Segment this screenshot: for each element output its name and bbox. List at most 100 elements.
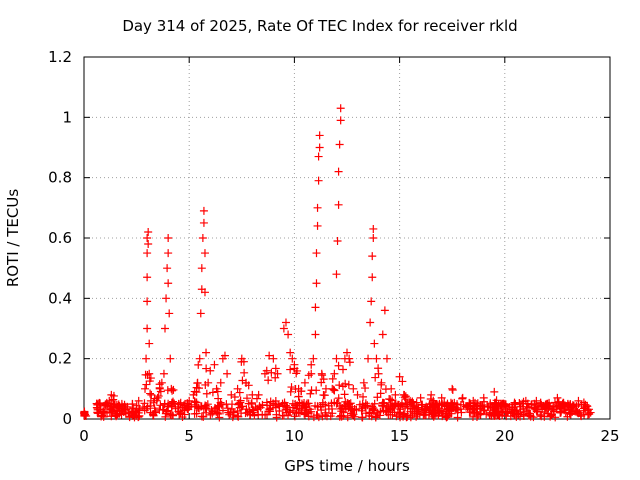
noise-point [376, 389, 385, 398]
noise-point [329, 385, 338, 394]
noise-point [552, 402, 561, 411]
noise-point [343, 413, 352, 422]
noise-point [561, 408, 570, 417]
noise-point [453, 405, 462, 414]
data-point [312, 279, 321, 288]
data-point [288, 354, 297, 363]
noise-point [142, 404, 151, 413]
data-point [144, 240, 153, 249]
noise-point [143, 371, 152, 380]
data-point [479, 393, 488, 402]
data-point [584, 408, 593, 417]
data-point [82, 411, 91, 420]
data-point [165, 309, 174, 318]
data-point [382, 354, 391, 363]
data-point [195, 354, 204, 363]
data-point [109, 399, 118, 408]
noise-point [335, 412, 344, 421]
noise-point [196, 402, 205, 411]
data-point [117, 399, 126, 408]
data-point [311, 303, 320, 312]
data-point [141, 384, 150, 393]
noise-point [190, 387, 199, 396]
noise-point [476, 401, 485, 410]
noise-point [445, 404, 454, 413]
data-point [353, 390, 362, 399]
noise-point [294, 392, 303, 401]
data-point [380, 306, 389, 315]
noise-point [388, 410, 397, 419]
noise-point [526, 409, 535, 418]
data-point [369, 234, 378, 242]
data-point [387, 384, 396, 393]
noise-point [146, 389, 155, 398]
data-point [336, 104, 345, 113]
data-point [281, 318, 290, 327]
noise-point [395, 408, 404, 417]
data-point [313, 203, 322, 212]
data-point [157, 378, 166, 387]
noise-point [317, 378, 326, 387]
noise-point [519, 410, 528, 419]
data-point [128, 399, 137, 408]
data-point [200, 249, 209, 258]
noise-point [371, 373, 380, 382]
noise-point [208, 388, 217, 397]
noise-point [378, 398, 387, 407]
noise-point [161, 412, 170, 421]
noise-point [375, 411, 384, 420]
data-point [284, 330, 293, 339]
data-point [542, 399, 551, 408]
x-tick-label: 15 [390, 427, 409, 445]
noise-point [158, 405, 167, 414]
data-point [315, 143, 324, 152]
noise-point [358, 413, 367, 422]
noise-point [502, 412, 511, 421]
data-point [395, 372, 404, 381]
noise-point [176, 408, 185, 417]
data-point [340, 354, 349, 363]
data-point [330, 369, 339, 378]
noise-point [150, 404, 159, 413]
noise-point [247, 400, 256, 409]
noise-point [345, 358, 354, 367]
noise-point [355, 400, 364, 409]
data-point [143, 234, 152, 242]
noise-point [368, 405, 377, 414]
data-point [198, 234, 207, 242]
data-point [196, 309, 205, 318]
plot-frame [83, 56, 611, 420]
noise-point [468, 412, 477, 421]
noise-point [252, 394, 261, 403]
noise-point [229, 410, 238, 419]
noise-point [318, 398, 327, 407]
data-point [216, 378, 225, 387]
noise-point [401, 392, 410, 401]
noise-point [213, 410, 222, 419]
noise-point [327, 404, 336, 413]
noise-point [264, 376, 273, 385]
noise-point [142, 380, 151, 389]
noise-point [491, 398, 500, 407]
noise-point [214, 394, 223, 403]
data-point [164, 279, 173, 288]
noise-point [295, 401, 304, 410]
noise-point [134, 413, 143, 422]
noise-point [312, 386, 321, 395]
noise-point [335, 381, 344, 390]
noise-point [272, 410, 281, 419]
data-point [143, 249, 152, 258]
noise-point [410, 402, 419, 411]
noise-point [202, 408, 211, 417]
noise-point [529, 413, 538, 422]
x-axis-label: GPS time / hours [284, 457, 410, 475]
data-point [364, 354, 373, 363]
data-point [134, 396, 143, 405]
noise-point [140, 399, 149, 408]
noise-point [328, 374, 337, 383]
noise-point [338, 382, 347, 391]
noise-point [381, 406, 390, 415]
noise-point [359, 392, 368, 401]
noise-point [240, 368, 249, 377]
noise-point [446, 398, 455, 407]
